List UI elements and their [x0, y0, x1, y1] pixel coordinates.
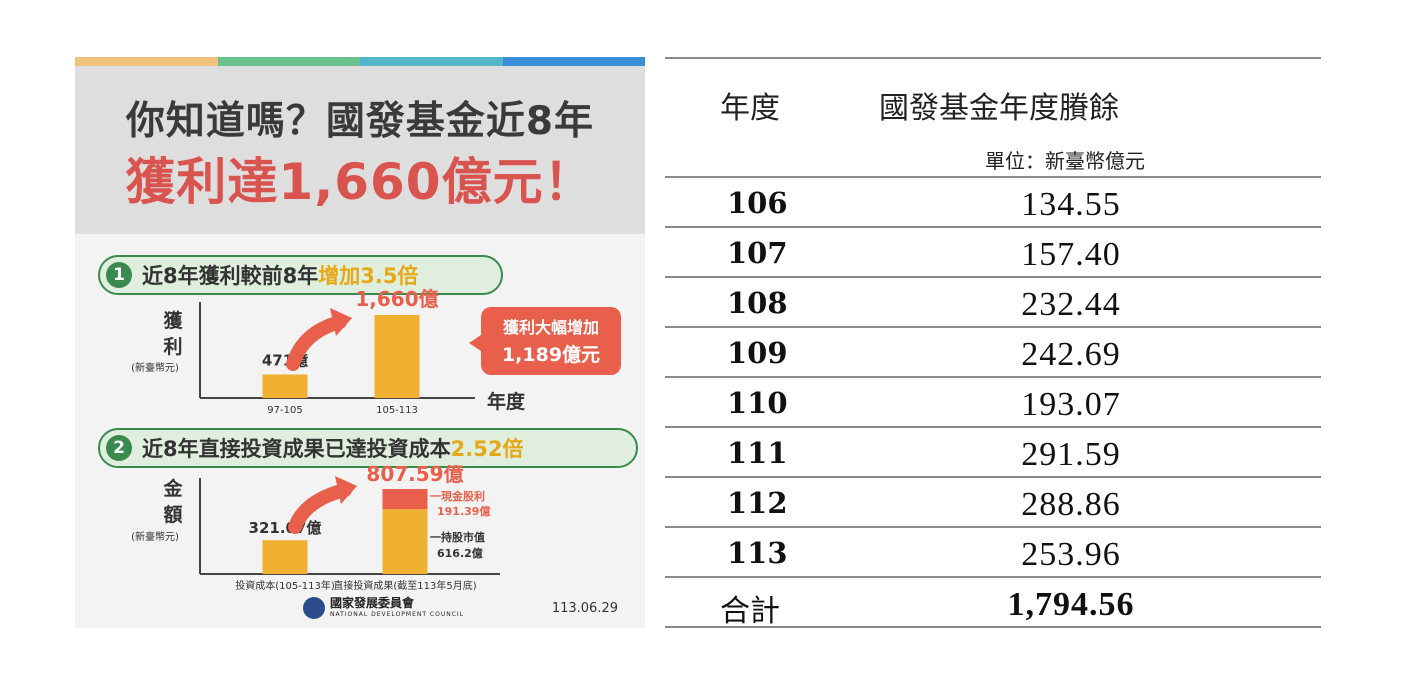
- year-cell: 111: [727, 436, 788, 470]
- row-rule: [665, 326, 1321, 328]
- section-1-text: 近8年獲利較前8年增加3.5倍: [142, 260, 418, 290]
- section-1-text-main: 近8年獲利較前8年: [142, 264, 319, 288]
- bar-holding: [382, 509, 428, 574]
- callout-box: [481, 307, 621, 375]
- x-tick-label: 105-113: [376, 405, 418, 416]
- x-axis-label: 年度: [487, 390, 526, 413]
- section-2-number: 2: [106, 435, 132, 461]
- y-label-char: 獲: [163, 309, 183, 332]
- header-surplus: 國發基金年度賸餘: [879, 91, 1119, 126]
- surplus-value-cell: 242.69: [1021, 336, 1121, 373]
- table-top-rule: [665, 57, 1321, 59]
- table-row: 110 193.07: [665, 378, 1321, 428]
- year-cell: 106: [727, 186, 788, 220]
- y-unit-label: (新臺幣元): [131, 361, 179, 374]
- table-row: 111 291.59: [665, 428, 1321, 478]
- table-row: 107 157.40: [665, 228, 1321, 278]
- row-rule: [665, 426, 1321, 428]
- data-label: 1,660億: [355, 287, 438, 311]
- section-1-banner: 1 近8年獲利較前8年增加3.5倍: [98, 255, 503, 295]
- data-label: 807.59億: [366, 465, 463, 486]
- callout-line-1: 獲利大幅增加: [503, 318, 599, 337]
- section-2-highlight: 2.52倍: [450, 437, 524, 461]
- table-row: 108 232.44: [665, 278, 1321, 328]
- callout-line-2: 1,189億元: [502, 343, 600, 366]
- annotation-holding-value: 616.2億: [437, 546, 483, 560]
- title-line-2: 獲利達1,660億元！: [125, 153, 595, 211]
- logo-chinese-name: 國家發展委員會: [330, 596, 415, 610]
- table-bottom-rule: [665, 626, 1321, 628]
- unit-note: 單位：新臺幣億元: [985, 149, 1145, 173]
- surplus-value-cell: 253.96: [1021, 536, 1121, 573]
- x-tick-label: 直接投資成果(截至113年5月底): [333, 579, 476, 592]
- y-label-char: 金: [162, 477, 183, 500]
- bar-holding: [262, 540, 308, 574]
- row-rule: [665, 276, 1321, 278]
- bar-cash-dividend: [382, 489, 428, 510]
- year-cell: 107: [727, 236, 788, 270]
- growth-arrow-head: [330, 308, 352, 336]
- bar: [374, 315, 420, 398]
- annotation-cash-value: 191.39億: [437, 504, 490, 518]
- stripe-segment: [502, 57, 645, 66]
- year-cell: 112: [727, 486, 788, 520]
- header-bottom-rule: [665, 176, 1321, 178]
- table-row: 106 134.55: [665, 178, 1321, 228]
- stripe-segment: [360, 57, 503, 66]
- total-label: 合計: [720, 594, 780, 629]
- growth-arrow-shaft: [288, 483, 352, 534]
- title-box: 你知道嗎？國發基金近8年 獲利達1,660億元！: [75, 66, 645, 234]
- surplus-value-cell: 157.40: [1021, 236, 1121, 273]
- ndc-logo-icon: [303, 597, 325, 619]
- surplus-value-cell: 193.07: [1021, 386, 1121, 423]
- section-2-banner: 2 近8年直接投資成果已達投資成本2.52倍: [98, 428, 638, 468]
- surplus-value-cell: 232.44: [1021, 286, 1121, 323]
- ndc-logo-text: 國家發展委員會 NATIONAL DEVELOPMENT COUNCIL: [330, 597, 464, 619]
- year-cell: 109: [727, 336, 788, 370]
- stripe-segment: [217, 57, 360, 66]
- infographic-panel: 你知道嗎？國發基金近8年 獲利達1,660億元！ 1 近8年獲利較前8年增加3.…: [75, 57, 645, 628]
- y-unit-label: (新臺幣元): [131, 530, 179, 543]
- bar: [262, 374, 308, 398]
- section-1-number: 1: [106, 262, 132, 288]
- stripe-segment: [75, 57, 218, 66]
- section-1-highlight: 增加3.5倍: [318, 264, 419, 288]
- surplus-value-cell: 134.55: [1021, 186, 1121, 223]
- title-line-1: 你知道嗎？國發基金近8年: [125, 99, 595, 144]
- annotation-holding-name: 一持股市值: [430, 530, 485, 544]
- logo-english-name: NATIONAL DEVELOPMENT COUNCIL: [330, 611, 465, 618]
- y-label-char: 利: [163, 336, 182, 358]
- growth-arrow-shaft: [286, 315, 347, 371]
- year-cell: 110: [727, 386, 788, 420]
- annotation-cash-name: 一現金股利: [430, 489, 485, 503]
- surplus-value-cell: 291.59: [1021, 436, 1121, 473]
- row-rule: [665, 576, 1321, 578]
- ndc-logo: 國家發展委員會 NATIONAL DEVELOPMENT COUNCIL: [303, 597, 464, 619]
- investment-bar-chart: 金額 (新臺幣元) 投資成本(105-113年)直接投資成果(截至113年5月底) 3…: [131, 465, 500, 592]
- y-label-char: 額: [163, 503, 182, 526]
- year-cell: 108: [727, 286, 788, 320]
- x-tick-label: 投資成本(105-113年): [235, 579, 335, 592]
- growth-arrow-head: [335, 476, 357, 504]
- surplus-value-cell: 288.86: [1021, 486, 1121, 523]
- section-2-text: 近8年直接投資成果已達投資成本2.52倍: [142, 433, 523, 463]
- table-row: 112 288.86: [665, 478, 1321, 528]
- data-label: 321.07億: [249, 519, 322, 537]
- row-rule: [665, 376, 1321, 378]
- color-stripe: [75, 57, 645, 66]
- date-stamp: 113.06.29: [551, 601, 618, 616]
- total-value: 1,794.56: [1007, 586, 1135, 623]
- row-rule: [665, 226, 1321, 228]
- x-tick-label: 97-105: [267, 405, 302, 416]
- row-rule: [665, 476, 1321, 478]
- table-row: 113 253.96: [665, 528, 1321, 578]
- year-cell: 113: [727, 536, 788, 570]
- table-row: 109 242.69: [665, 328, 1321, 378]
- total-row: 合計 1,794.56: [665, 578, 1321, 629]
- header-year: 年度: [720, 91, 780, 126]
- row-rule: [665, 526, 1321, 528]
- callout-pointer: [469, 335, 481, 351]
- section-2-text-main: 近8年直接投資成果已達投資成本: [142, 437, 451, 461]
